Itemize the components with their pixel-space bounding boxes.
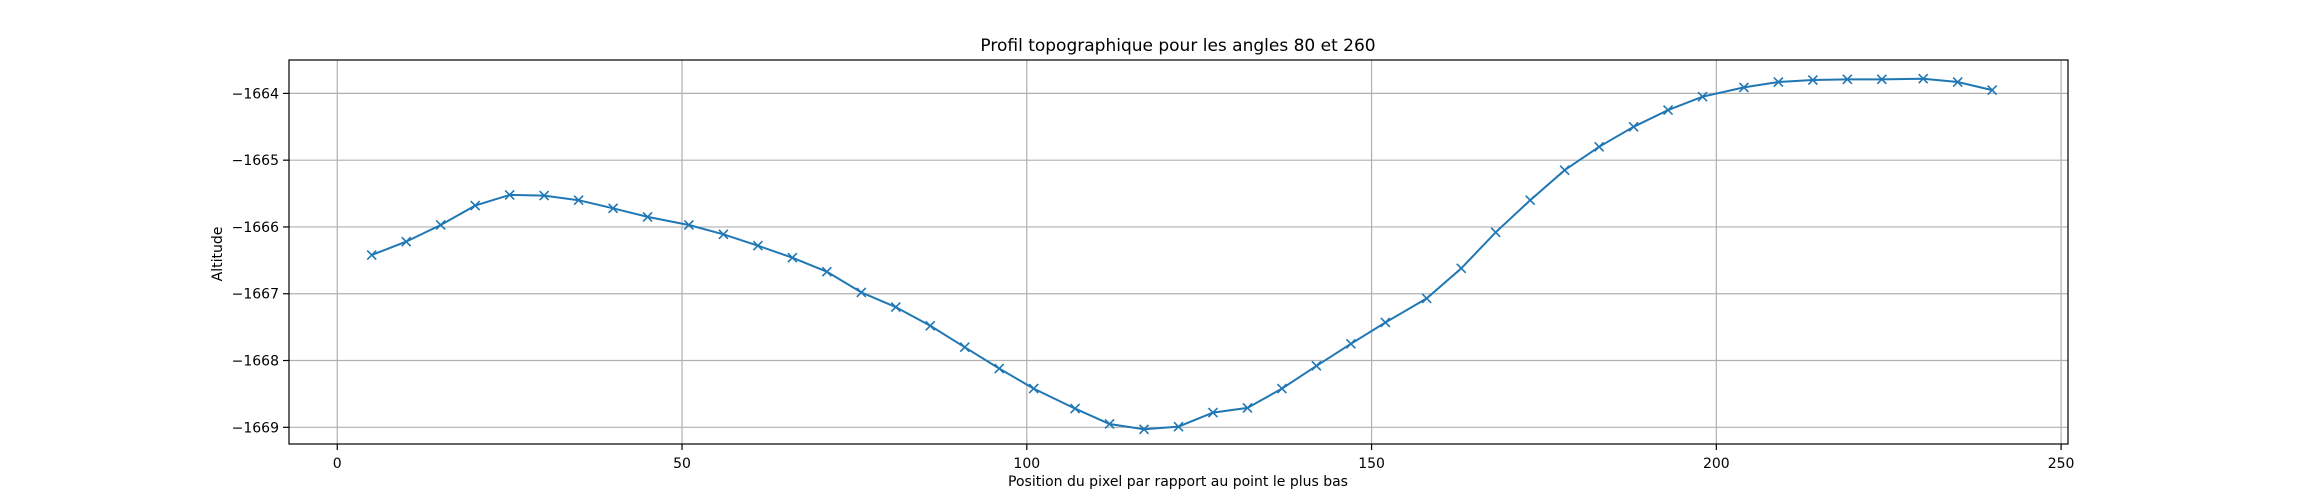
data-point [1345,338,1356,349]
grid [289,60,2068,444]
y-tick-label: −1668 [232,354,279,370]
data-point [1697,91,1708,102]
data-point [1207,407,1219,418]
data-point [1104,418,1115,430]
data-point [642,211,653,223]
data-point [539,190,550,201]
y-tick-label: −1669 [232,420,279,436]
data-point [470,200,481,211]
data-point [1070,403,1081,414]
x-tick-label: 100 [1013,456,1040,472]
data-point [683,219,694,231]
data-point [821,266,832,277]
data-point [1138,424,1150,435]
y-tick-label: −1665 [232,153,279,169]
chart-title: Profil topographique pour les angles 80 … [980,36,1375,56]
y-ticks: −1664 −1665 −1666 −1667 −1668 −1669 [232,86,289,436]
plot-frame [288,59,2069,445]
data-point [718,229,729,240]
data-point [890,302,901,313]
data-point [1952,76,1963,88]
data-point [1456,263,1467,274]
data-point [1559,165,1570,176]
data-point [1490,227,1501,238]
series-line [371,77,1993,431]
data-point [573,195,584,206]
data-point [1807,74,1818,86]
data-point [994,363,1005,374]
data-point [1918,73,1929,84]
data-point [1173,421,1184,432]
data-point [1594,141,1605,152]
x-axis-label: Position du pixel par rapport au point l… [1008,474,1348,490]
data-point [1421,293,1432,304]
x-tick-label: 0 [333,456,342,472]
data-point [959,342,970,353]
y-tick-label: −1664 [232,86,279,102]
series [366,73,1998,435]
data-point [787,252,798,263]
data-point [1525,195,1536,206]
data-point [1380,317,1391,328]
data-point [1842,74,1853,85]
markers [366,73,1998,435]
data-point [435,219,446,231]
data-point [366,249,377,261]
data-point [1628,121,1639,132]
data-point [1242,402,1253,414]
data-point [1738,82,1749,93]
x-tick-label: 250 [2048,456,2075,472]
data-point [1876,74,1887,85]
data-point [1663,105,1674,116]
x-tick-label: 200 [1703,456,1730,472]
data-point [1987,84,1998,96]
y-tick-label: −1667 [232,287,279,303]
data-point [1276,383,1287,394]
data-point [504,189,515,200]
y-tick-label: −1666 [232,220,279,236]
data-point [1773,76,1784,88]
data-point [1311,360,1322,371]
data-point [401,236,412,247]
data-point [1028,383,1039,394]
data-point [608,203,619,214]
x-tick-label: 50 [673,456,691,472]
data-point [752,240,763,251]
x-ticks: 0 50 100 150 200 250 [333,444,2075,472]
data-point [925,320,936,331]
y-axis-label: Altitude [210,227,226,282]
x-tick-label: 150 [1358,456,1385,472]
data-point [856,287,867,298]
